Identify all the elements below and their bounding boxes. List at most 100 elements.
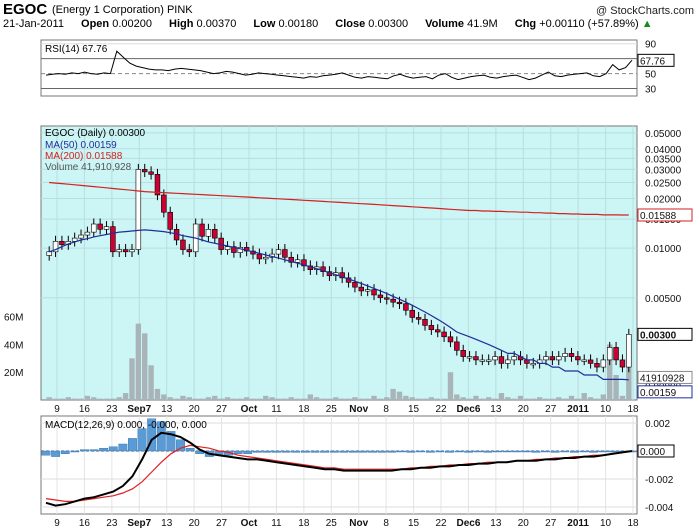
macd-histogram-bar (541, 450, 550, 453)
volume-bar (587, 397, 594, 400)
chg-value: +0.00110 (+57.89%) (539, 18, 639, 30)
price-tick-label: 0.03500 (645, 154, 682, 165)
ma50-tag-box (637, 385, 693, 399)
macd-histogram-bar (358, 450, 368, 453)
high-value: 0.00370 (196, 18, 237, 30)
macd-histogram-bar (406, 450, 416, 453)
close-tag: 0.00300 (640, 330, 677, 341)
volume-bar (390, 388, 396, 400)
volume-bar (511, 398, 517, 400)
macd-histogram-bar (166, 431, 176, 452)
x-tick-label: 15 (408, 404, 420, 415)
volume-bar (581, 393, 587, 400)
volume-bar (556, 397, 562, 400)
macd-histogram-bar (89, 449, 99, 452)
volume-bar (415, 398, 422, 400)
x-tick-label: Dec6 (456, 404, 480, 415)
volume-bar (212, 395, 218, 400)
x-tick-label: 9 (54, 404, 60, 415)
x-tick-label: 13 (161, 404, 173, 415)
volume-bar (282, 398, 288, 400)
legend-symbol: EGOC (Daily) 0.00300 (45, 128, 145, 139)
volume-bar (103, 398, 110, 400)
x-tick-label: 16 (79, 404, 91, 415)
volume-bar (524, 398, 530, 400)
candle-body (148, 171, 154, 175)
volume-bar (358, 398, 364, 400)
candle-body (473, 356, 479, 361)
volume-bar (65, 397, 71, 400)
candle-body (263, 256, 269, 260)
x-tick-label: 2011 (567, 404, 589, 415)
close-tag-box (637, 327, 693, 341)
candle-body (91, 223, 97, 233)
rsi-line (45, 50, 633, 81)
close-label: Close (335, 18, 366, 30)
x-tick-label: 11 (271, 518, 282, 529)
x-tick-label: 23 (106, 518, 118, 529)
macd-line (45, 431, 633, 507)
volume-bar (320, 398, 326, 400)
volume-bar (562, 398, 568, 400)
x-tick-label: 2011 (567, 518, 589, 529)
macd-histogram-bar (454, 450, 464, 453)
x-tick-label: Nov (349, 518, 368, 529)
volume-bar (479, 398, 485, 400)
macd-histogram-bar (108, 446, 118, 452)
volume-bar (492, 398, 498, 400)
macd-histogram-bar (329, 450, 339, 453)
macd-histogram-bar (445, 450, 454, 453)
candle-body (231, 246, 237, 253)
candle-body (301, 259, 307, 267)
volume-bar (594, 398, 600, 400)
candle-body (116, 249, 122, 253)
candle-body (428, 325, 435, 331)
volume-bar (600, 394, 607, 400)
macd-histogram-bar (397, 450, 406, 453)
volume-bar (256, 398, 263, 400)
ticker-symbol: EGOC (3, 1, 48, 18)
candle-body (352, 282, 358, 288)
macd-histogram-bar (416, 450, 426, 453)
chart-header: EGOC (Energy 1 Corporation) PINK @ Stock… (0, 0, 700, 40)
candle-body (339, 272, 345, 279)
volume-tick-label: 20M (4, 368, 23, 379)
candle-body (498, 356, 505, 364)
price-tick-label: 0.03000 (645, 165, 682, 176)
open-value: 0.00200 (112, 18, 152, 30)
volume-bar (498, 393, 505, 400)
x-tick-label: 8 (383, 404, 389, 415)
rsi-value-text: 67.76 (640, 56, 665, 67)
candle-body (530, 363, 536, 366)
macd-histogram-bar (589, 450, 598, 453)
legend-volume: Volume 41,910,928 (45, 162, 132, 173)
candle-body (161, 194, 167, 213)
volume-bar (326, 398, 333, 400)
close-value: 0.00300 (368, 18, 409, 30)
x-tick-label: 22 (435, 518, 447, 529)
volume-bar (110, 398, 116, 400)
volume-bar (59, 398, 65, 400)
candle-body (78, 234, 84, 239)
x-tick-label: 18 (298, 404, 310, 415)
candle-body (543, 356, 549, 361)
candle-body (142, 169, 148, 173)
candle-body (466, 356, 473, 359)
volume-bar (161, 394, 167, 400)
macd-histogram-bar (300, 450, 310, 453)
legend-ma200: MA(200) 0.01588 (45, 151, 123, 162)
macd-histogram-bar (262, 450, 272, 453)
rsi-panel (40, 39, 638, 97)
macd-histogram-bar (425, 450, 435, 453)
macd-histogram-bar (320, 450, 330, 453)
candle-body (256, 253, 263, 260)
volume-bar (250, 398, 256, 400)
volume-bar (441, 398, 447, 400)
ma200-line (49, 181, 629, 216)
volume-bar (224, 397, 231, 400)
volume-bar (78, 398, 84, 400)
volume-label: Volume (425, 18, 465, 30)
volume-bar (505, 397, 511, 400)
volume-tick-label: 40M (4, 340, 23, 351)
volume-tick-label: 60M (4, 313, 23, 324)
